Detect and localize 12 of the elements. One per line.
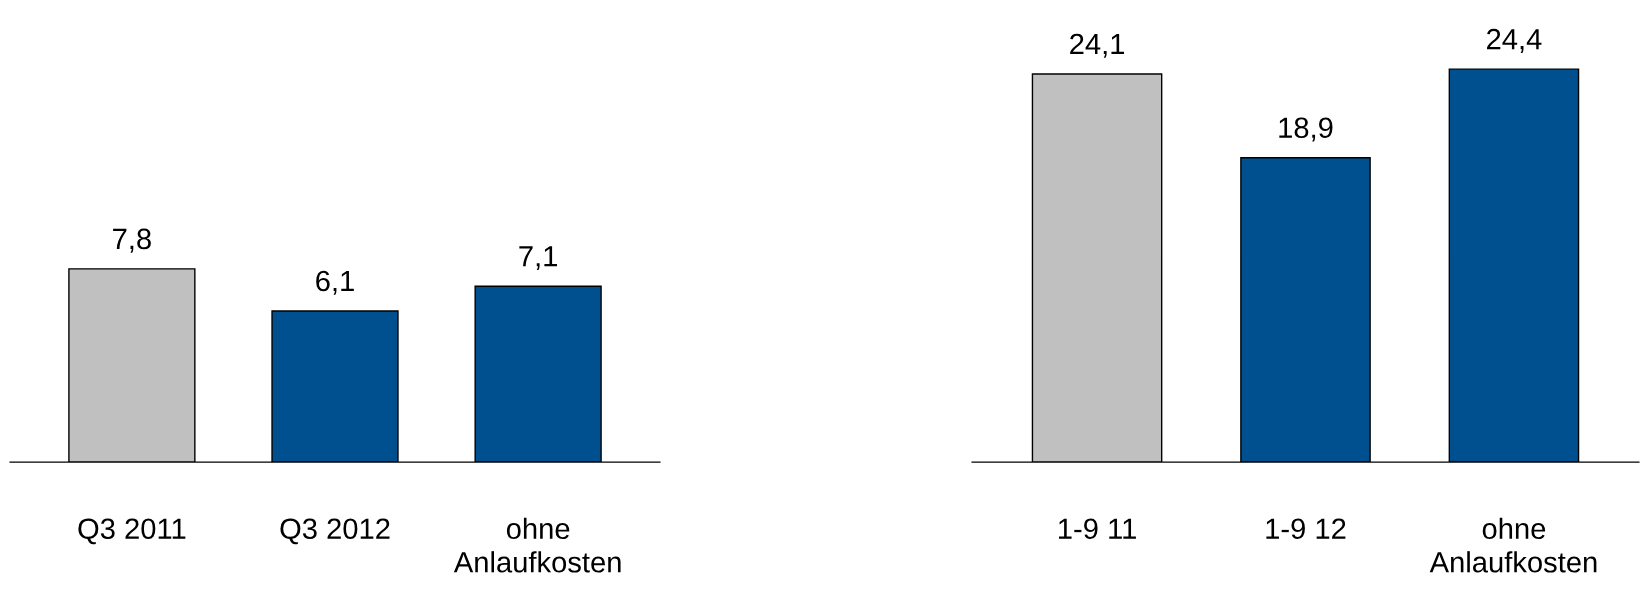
data-label: 7,1: [519, 246, 557, 270]
x-tick-label: 1-9 11: [1059, 518, 1136, 540]
data-label: 6,1: [316, 270, 354, 295]
data-label: 7,8: [113, 228, 151, 253]
data-label: 24,1: [1070, 33, 1125, 58]
x-tick-label: ohne Anlaufkosten: [1429, 517, 1597, 573]
x-tick-label: Q3 2011: [78, 518, 186, 545]
data-label: 18,9: [1279, 117, 1333, 142]
x-tick-label: Q3 2012: [280, 518, 390, 545]
x-tick-label: 1-9 12: [1266, 518, 1346, 540]
x-tick-label: ohne Anlaufkosten: [453, 517, 621, 573]
data-label: 24,4: [1487, 28, 1542, 53]
